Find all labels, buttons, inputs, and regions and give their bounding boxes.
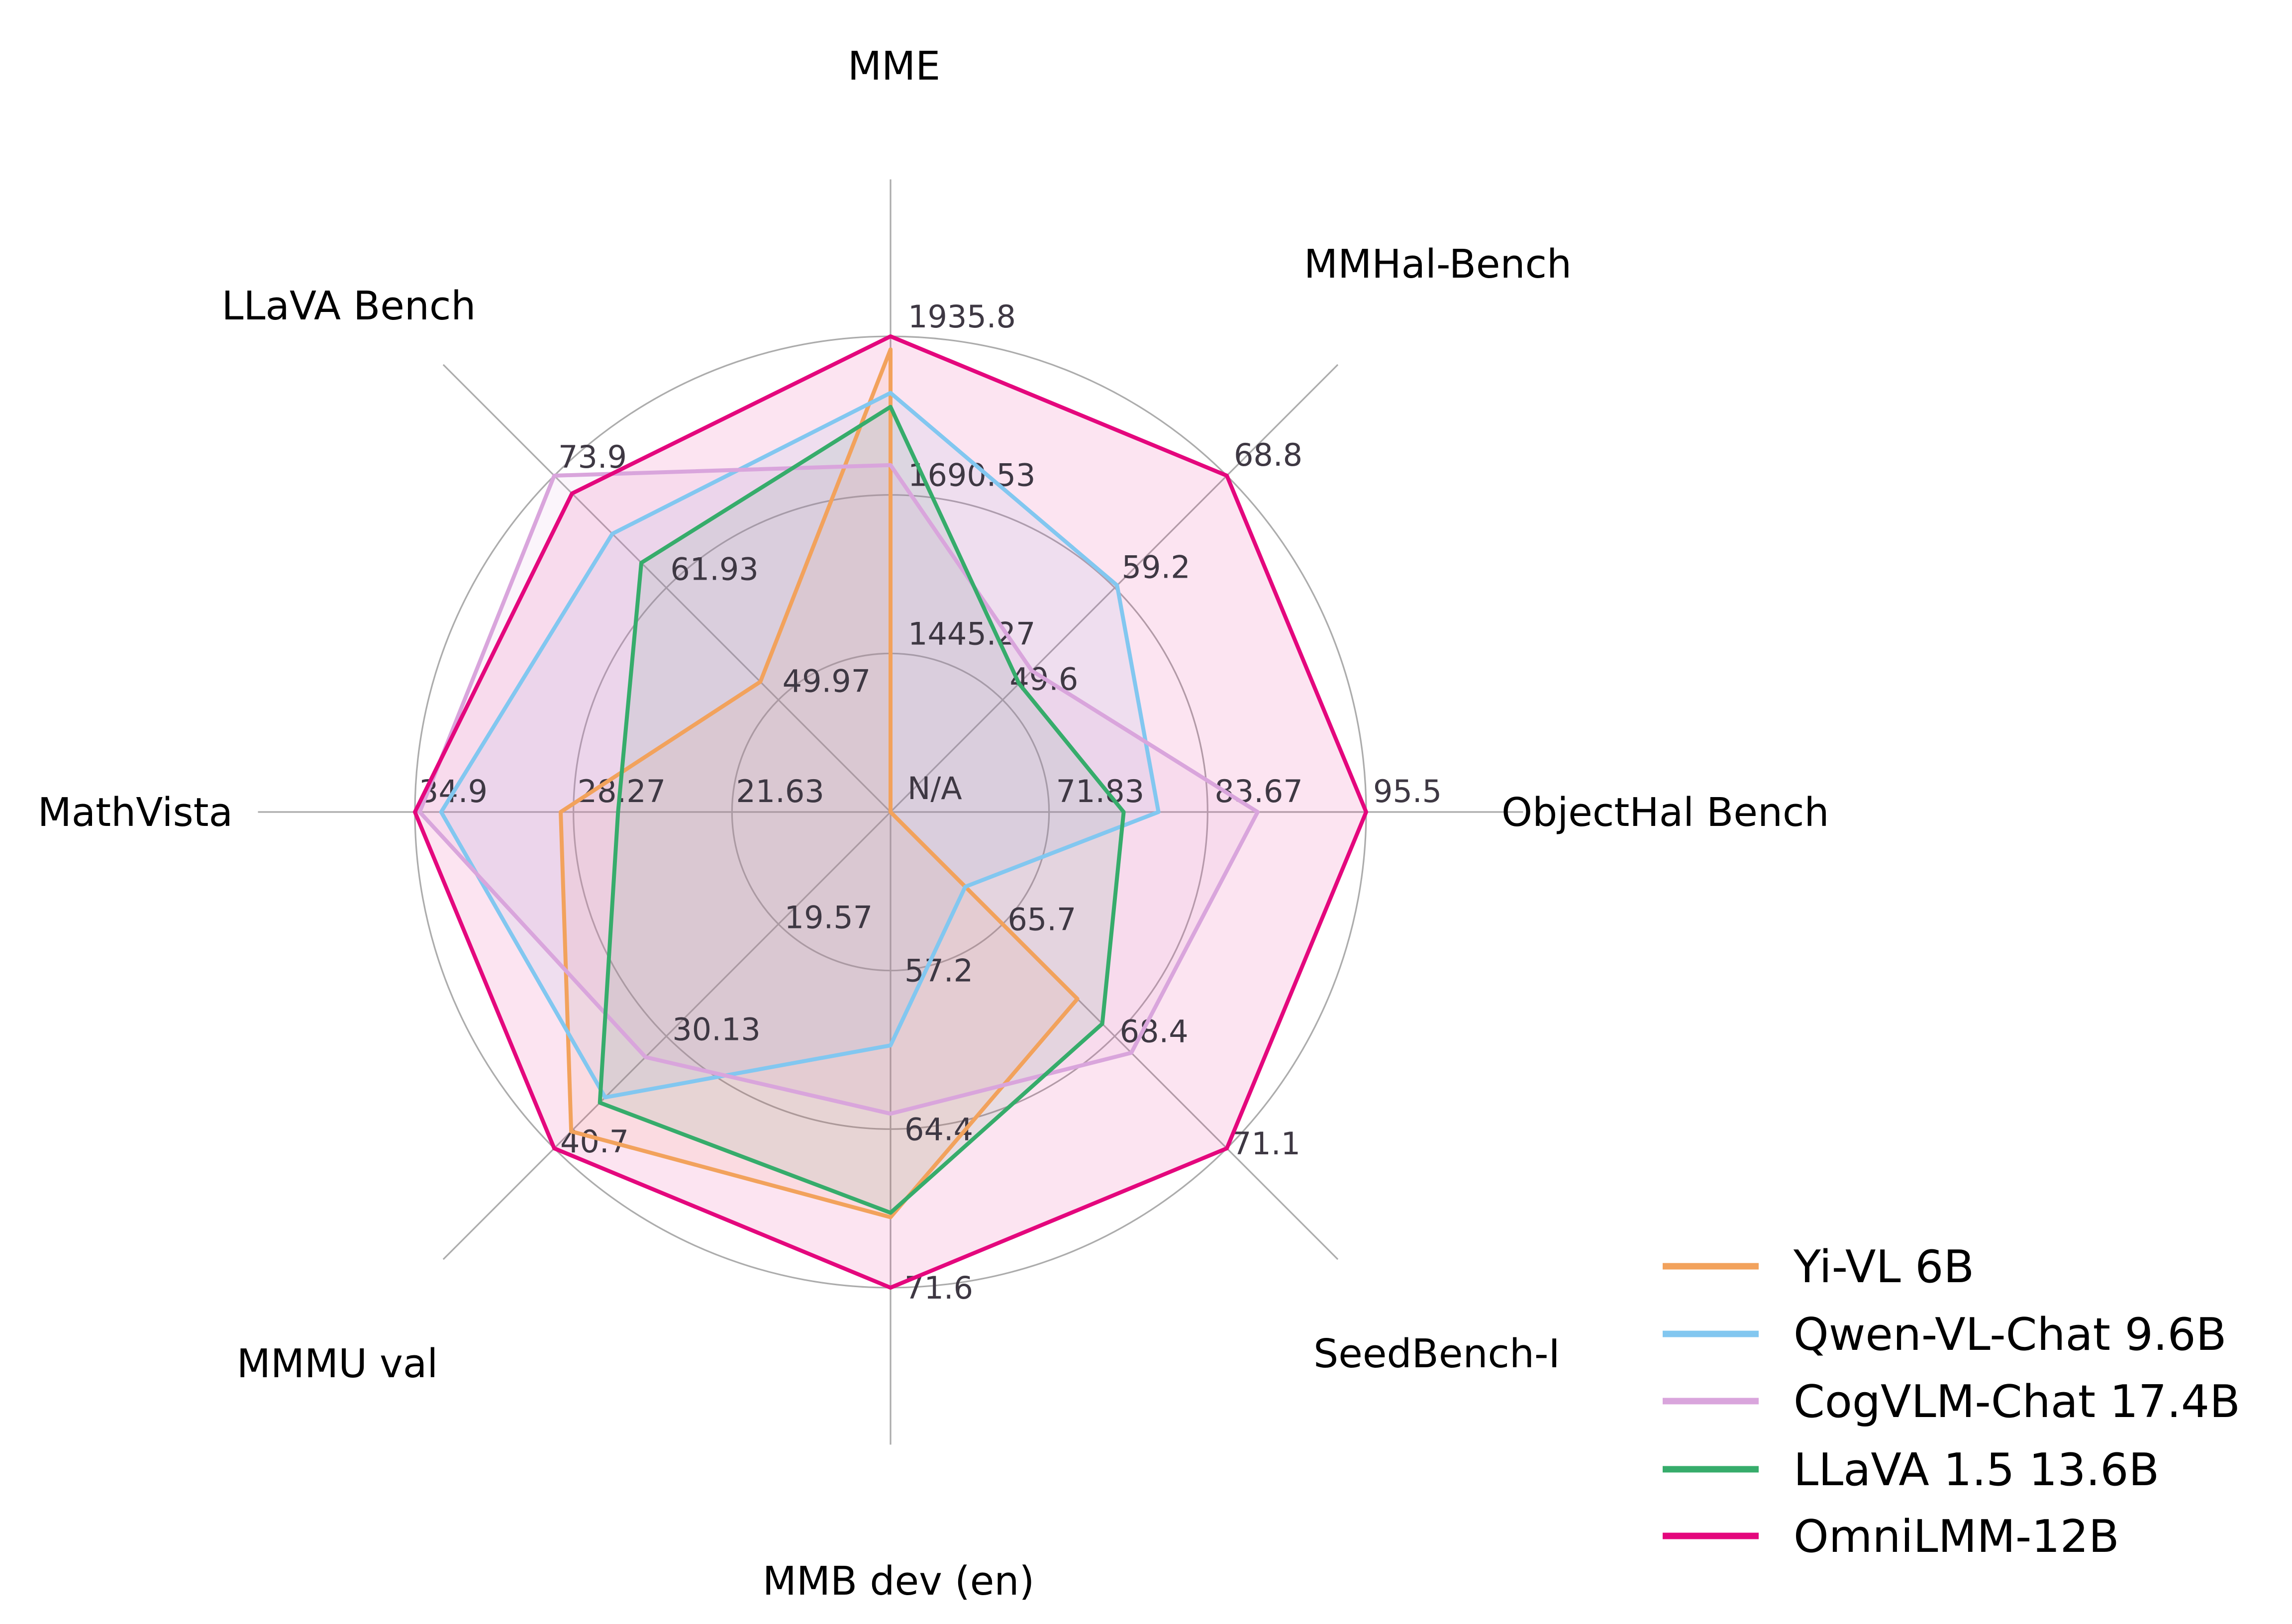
series-polygon-omnilmm-12b [413,334,1368,1290]
axis-title: MMHal-Bench [1304,241,1572,287]
tick-label: 19.57 [785,899,873,935]
center-na-label: N/A [907,770,962,807]
legend-label: OmniLMM-12B [1794,1511,2119,1563]
legend-item-omnilmm-12b: OmniLMM-12B [1663,1511,2119,1563]
legend-label: Qwen-VL-Chat 9.6B [1794,1309,2226,1361]
series-fill-llava-1-5-13-6b [599,406,1124,1213]
series-polygon-llava-1-5-13-6b [598,405,1126,1215]
axis-title: MMMU val [237,1341,438,1387]
axis-title: MMB dev (en) [763,1558,1035,1604]
tick-label: 73.9 [558,439,627,475]
series-fill-cogvlm-chat-17-4b [419,465,1258,1114]
series-outlines [413,334,1368,1290]
tick-label: 61.93 [670,551,759,587]
legend-item-cogvlm-chat-17-4b: CogVLM-Chat 17.4B [1663,1376,2240,1428]
axis-title: MME [848,43,940,89]
tick-label: 83.67 [1214,773,1303,810]
tick-label: 30.13 [672,1012,761,1048]
tick-label: 71.1 [1232,1125,1300,1162]
legend: Yi-VL 6B Qwen-VL-Chat 9.6B CogVLM-Chat 17.… [1663,1241,2240,1563]
series-fill-qwen-vl-chat-9-6b [441,393,1159,1098]
axis-title: SeedBench-I [1313,1331,1560,1377]
axis-spoke [442,364,892,813]
tick-label: 68.4 [1120,1014,1189,1050]
legend-label: Yi-VL 6B [1793,1241,1974,1293]
tick-label: 1935.8 [908,299,1016,335]
legend-label: LLaVA 1.5 13.6B [1794,1444,2159,1496]
tick-label: 71.83 [1056,773,1145,810]
legend-item-llava-1-5-13-6b: LLaVA 1.5 13.6B [1663,1444,2159,1496]
series-fills [415,336,1366,1288]
axis-titles: MME MMHal-Bench ObjectHal Bench SeedBench-I… [38,43,1829,1604]
series-fill-yi-vl-6b [561,349,1078,1218]
axis-spoke [890,364,1339,813]
tick-label: 49.97 [783,663,871,700]
axis-title: LLaVA Bench [222,283,476,329]
legend-item-yi-vl-6b: Yi-VL 6B [1663,1241,1974,1293]
tick-label: 65.7 [1007,901,1076,937]
tick-label: 57.2 [904,953,973,989]
tick-label: 68.8 [1234,437,1302,473]
series-polygon-yi-vl-6b [559,347,1080,1219]
tick-label: 21.63 [736,773,824,810]
tick-label: 64.4 [904,1111,973,1147]
legend-item-qwen-vl-chat-9-6b: Qwen-VL-Chat 9.6B [1663,1309,2226,1361]
series-polygon-cogvlm-chat-17-4b [417,463,1260,1116]
axis-spoke [442,811,892,1260]
series-polygon-qwen-vl-chat-9-6b [439,391,1161,1100]
axis-title: MathVista [38,790,233,835]
tick-label: 95.5 [1373,773,1442,810]
tick-label: 59.2 [1122,549,1191,585]
legend-label: CogVLM-Chat 17.4B [1794,1376,2240,1428]
axis-title: ObjectHal Bench [1501,790,1829,835]
tick-label: 71.6 [904,1270,973,1306]
